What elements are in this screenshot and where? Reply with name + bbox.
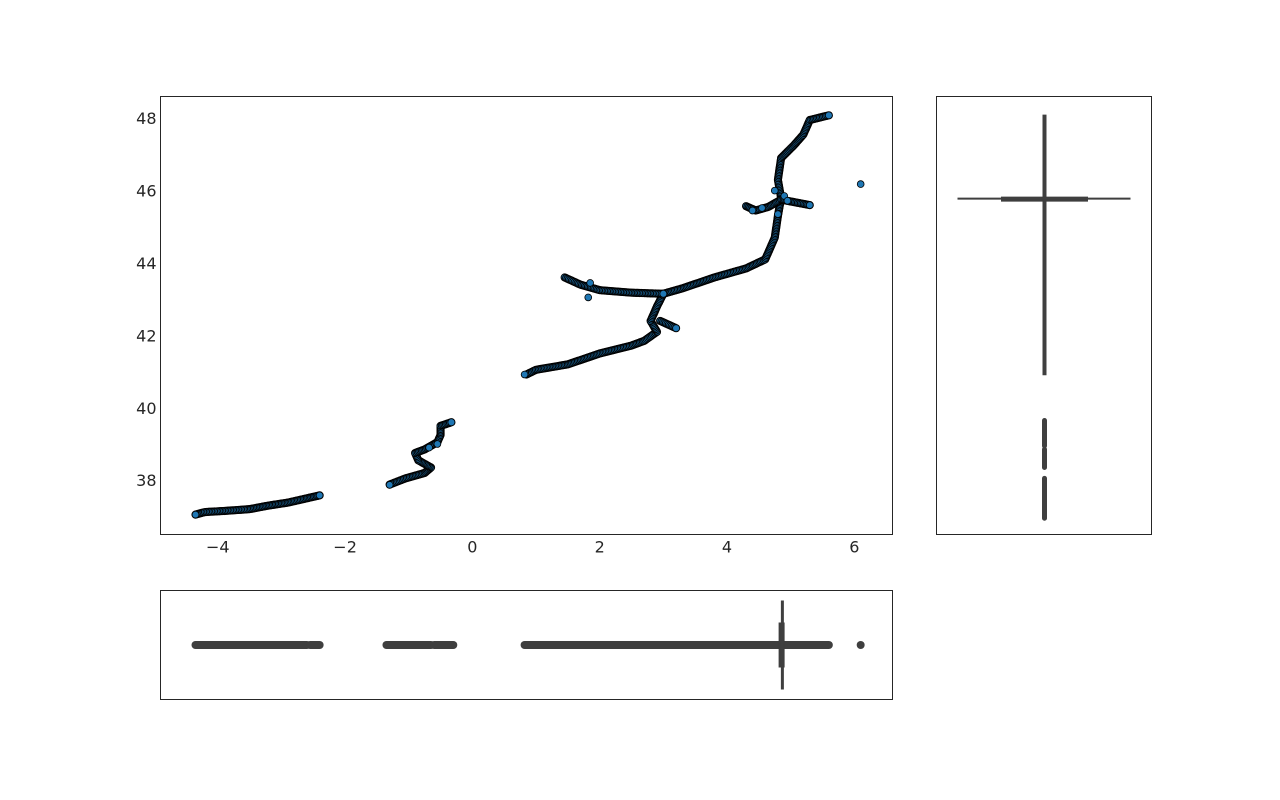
scatter-point [758, 204, 766, 212]
x-tick-label: 2 [595, 538, 605, 557]
scatter-point [520, 370, 529, 379]
scatter-point [385, 481, 394, 489]
y-marginal-boxplot-axes [936, 96, 1152, 535]
scatter-point [433, 440, 442, 448]
scatter-point [425, 443, 433, 452]
scatter-point [586, 279, 594, 287]
y-tick-label: 48 [136, 109, 156, 128]
scatter-point [447, 418, 456, 427]
x-marginal-frame [160, 590, 893, 700]
scatter-point [783, 196, 792, 205]
scatter-plot-axes: −4 −2 0 2 4 6 38 40 42 44 46 48 [136, 96, 893, 557]
y-tick-label: 40 [136, 399, 156, 418]
y-tick-label: 38 [136, 471, 156, 490]
scatter-point [584, 293, 593, 302]
scatter-point [659, 289, 668, 298]
scatter-point [748, 206, 757, 215]
scatter-plot-frame [160, 96, 893, 535]
scatter-point [191, 510, 200, 519]
y-marginal-frame [936, 96, 1152, 535]
x-tick-label: −2 [333, 538, 357, 557]
y-tick-label: 44 [136, 254, 156, 273]
y-tick-label: 46 [136, 182, 156, 201]
x-tick-label: 4 [722, 538, 732, 557]
scatter-point [671, 324, 681, 333]
scatter-points [191, 111, 865, 519]
x-tick-label: −4 [206, 538, 230, 557]
y-tick-labels: 38 40 42 44 46 48 [136, 109, 156, 490]
x-tick-labels: −4 −2 0 2 4 6 [206, 538, 859, 557]
x-tick-label: 0 [467, 538, 477, 557]
scatter-point [824, 111, 833, 120]
x-marginal-boxplot-axes [160, 590, 893, 700]
y-tick-label: 42 [136, 326, 156, 345]
scatter-point [315, 491, 324, 500]
scatter-point [856, 180, 865, 188]
x-tick-label: 6 [849, 538, 859, 557]
x-boxplot [191, 600, 865, 690]
scatter-point [774, 210, 782, 218]
scatter-point [805, 201, 814, 209]
scatter-point [770, 186, 779, 195]
y-boxplot [957, 114, 1131, 521]
